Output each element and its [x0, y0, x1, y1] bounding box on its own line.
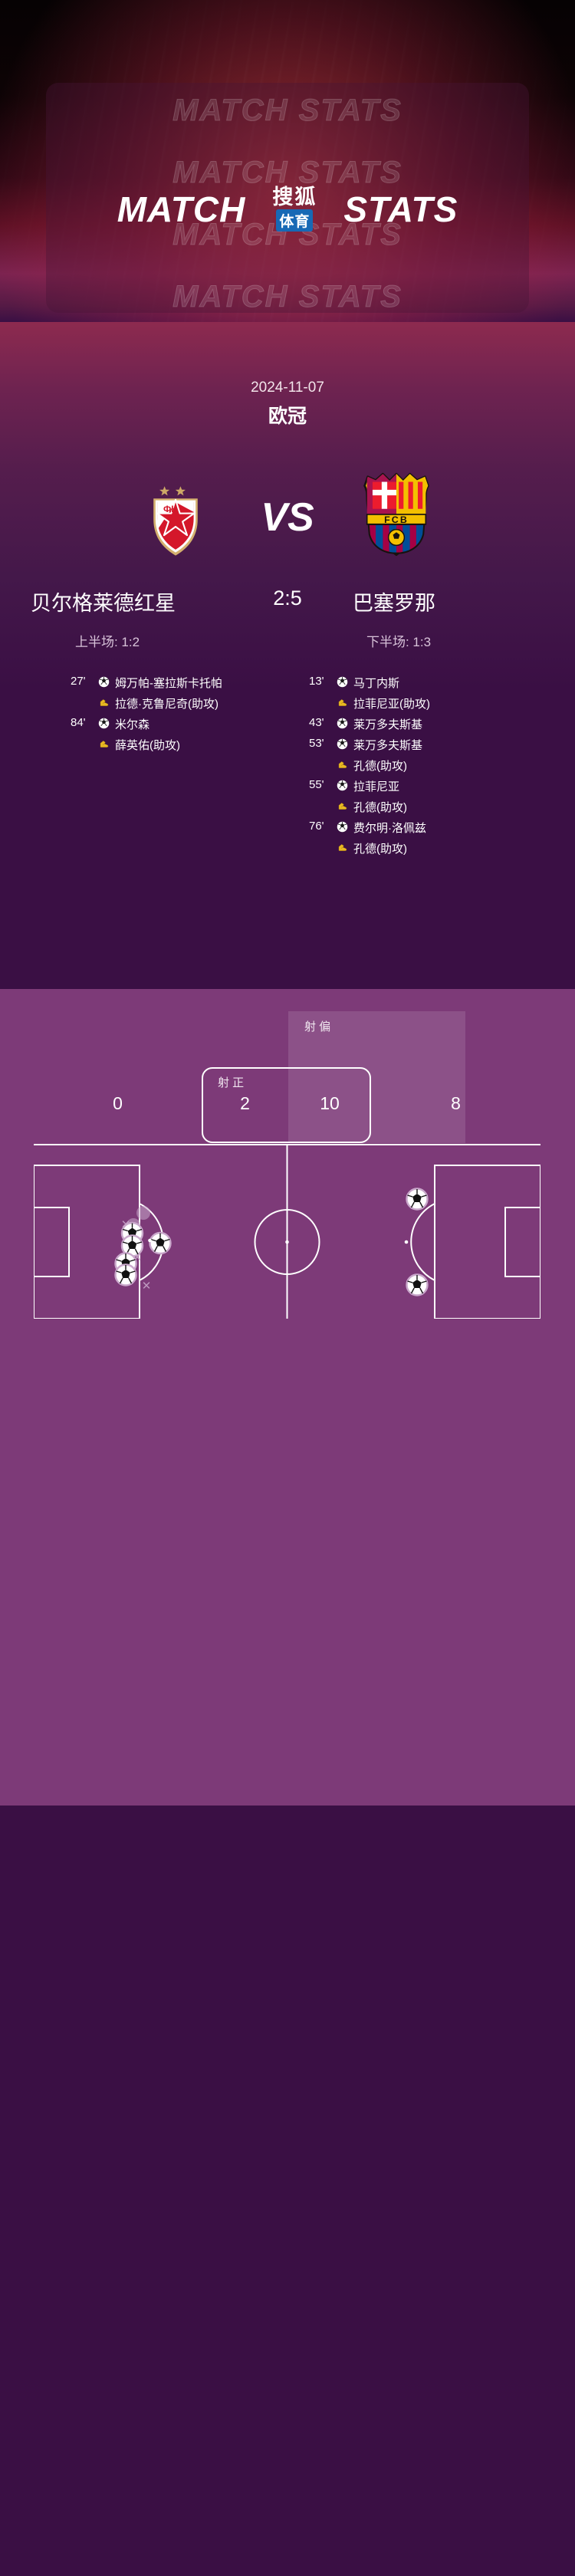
svg-text:✕: ✕: [142, 1280, 152, 1293]
